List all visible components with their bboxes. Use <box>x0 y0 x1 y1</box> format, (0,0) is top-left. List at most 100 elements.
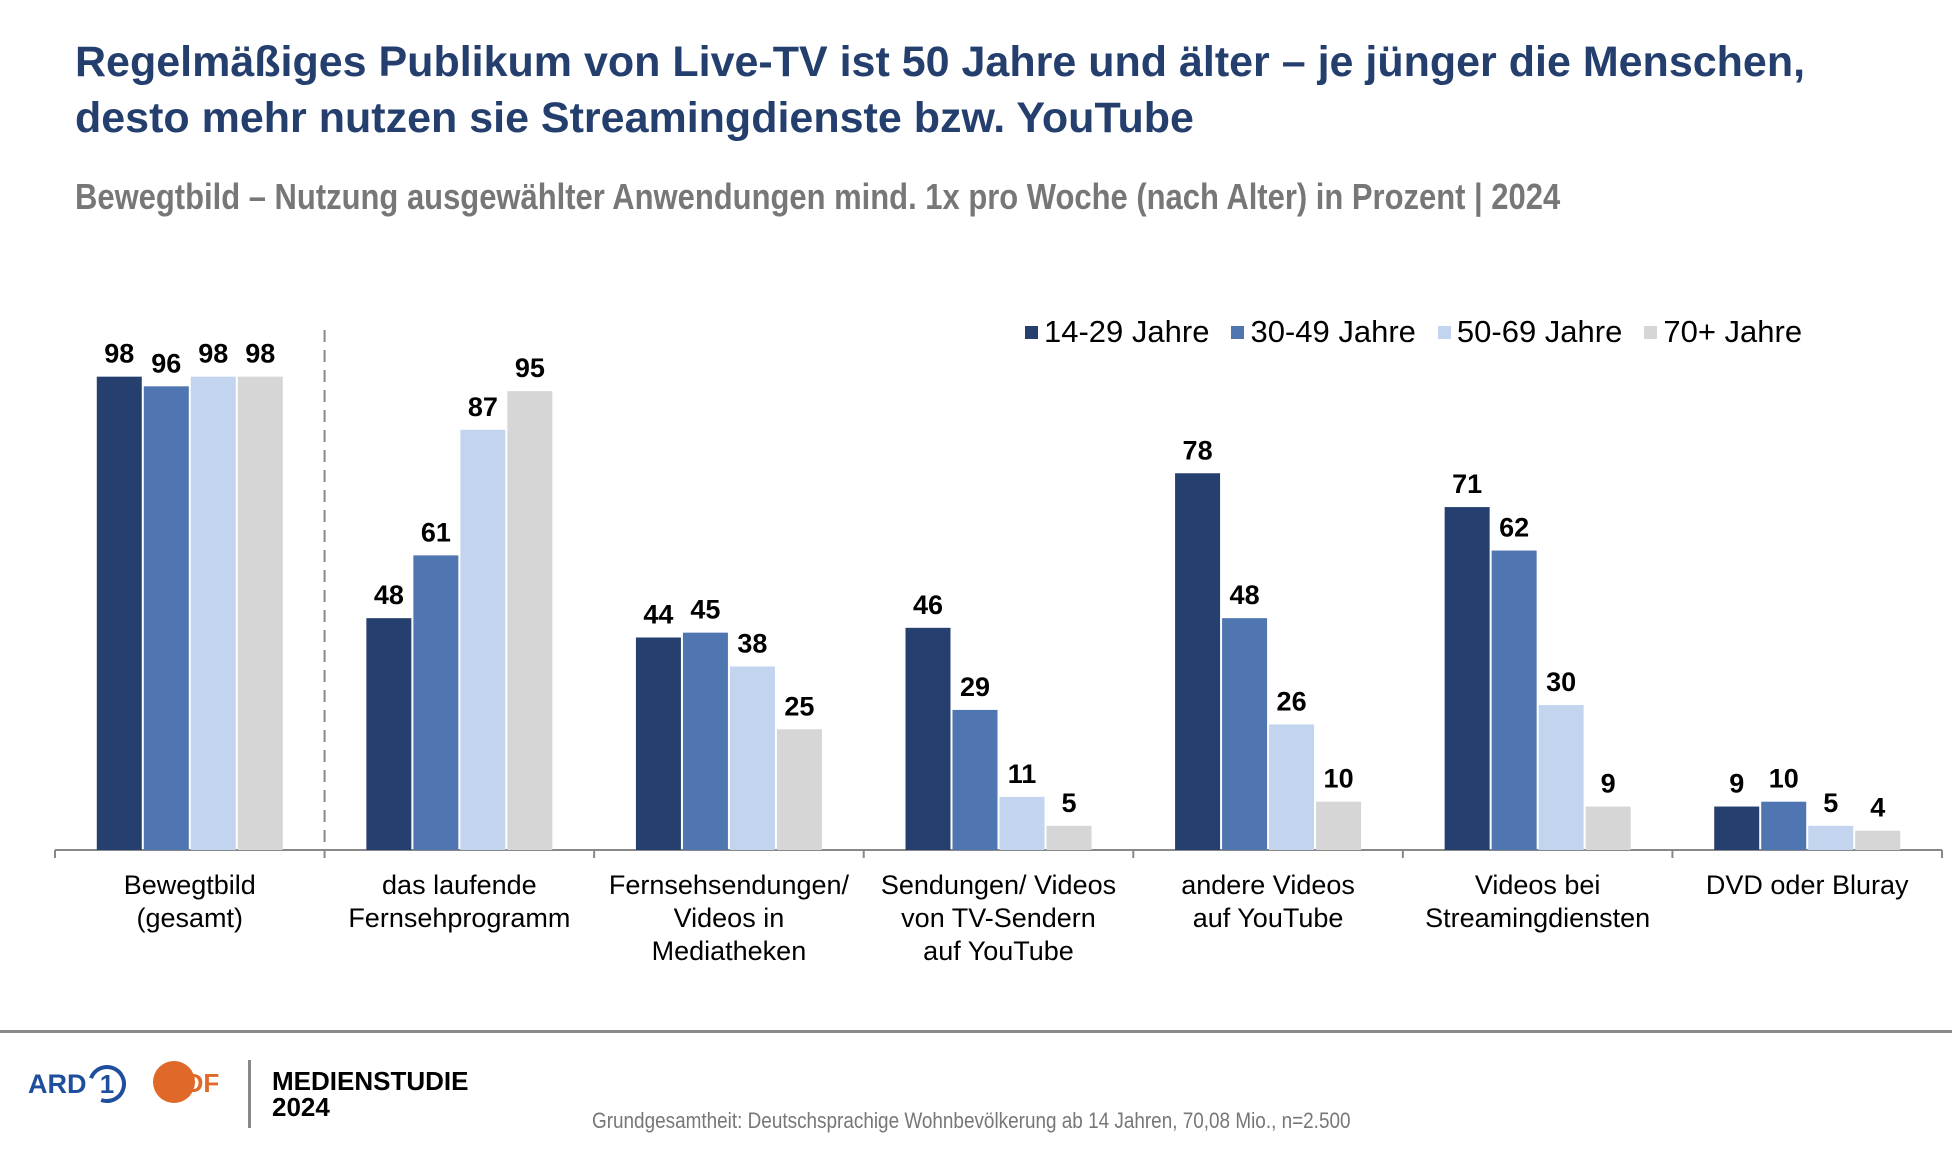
bar <box>1855 830 1901 850</box>
data-label: 9 <box>1729 769 1744 799</box>
study-year: 2024 <box>272 1092 330 1122</box>
bar <box>729 666 775 850</box>
x-tick-label: Mediatheken <box>652 936 807 966</box>
legend-label: 14-29 Jahre <box>1044 314 1210 349</box>
data-label: 25 <box>784 691 814 721</box>
data-label: 48 <box>374 580 404 610</box>
data-label: 95 <box>515 353 545 383</box>
bar <box>1714 806 1760 850</box>
data-label: 98 <box>245 339 275 369</box>
bar <box>96 376 142 850</box>
x-tick-label: Videos bei <box>1475 870 1601 900</box>
bar <box>143 386 189 850</box>
bar <box>1316 801 1362 850</box>
ard-number: 1 <box>99 1069 113 1099</box>
bar <box>1538 705 1584 850</box>
bar <box>460 429 506 850</box>
data-label: 10 <box>1324 764 1354 794</box>
bar <box>1222 618 1268 850</box>
bar <box>1444 507 1490 850</box>
zdf-logo-icon: ZDF <box>153 1061 220 1103</box>
x-tick-label: (gesamt) <box>137 903 244 933</box>
ard-one-icon: 1 <box>87 1065 126 1103</box>
study-brand: MEDIENSTUDIE 2024 <box>272 1068 468 1120</box>
footer-divider <box>0 1030 1952 1033</box>
bar <box>1269 724 1315 850</box>
zdf-logo: ZDF <box>152 1060 232 1109</box>
zdf-logo-text: ZDF <box>169 1068 220 1098</box>
legend-swatch <box>1437 325 1451 339</box>
page-title: Regelmäßiges Publikum von Live-TV ist 50… <box>75 38 1806 142</box>
x-tick-label: von TV-Sendern <box>901 903 1096 933</box>
x-tick-label: Sendungen/ Videos <box>881 870 1116 900</box>
data-label: 48 <box>1230 580 1260 610</box>
bar <box>682 632 728 850</box>
legend-swatch <box>1025 325 1038 339</box>
bar <box>190 376 236 850</box>
bar <box>999 796 1045 850</box>
data-label: 78 <box>1183 435 1213 465</box>
data-label: 44 <box>643 599 673 629</box>
bar <box>237 376 283 850</box>
bar <box>1585 806 1631 850</box>
data-label: 87 <box>468 392 498 422</box>
x-tick-label: Videos in <box>674 903 785 933</box>
data-label: 5 <box>1823 788 1838 818</box>
x-tick-label: andere Videos <box>1181 870 1355 900</box>
bar <box>366 618 412 850</box>
bar <box>507 391 553 850</box>
data-label: 29 <box>960 672 990 702</box>
x-tick-label: auf YouTube <box>923 936 1074 966</box>
x-tick-label: das laufende <box>382 870 537 900</box>
chart-subtitle: Bewegtbild – Nutzung ausgewählter Anwend… <box>75 176 1561 217</box>
bar <box>776 729 822 850</box>
data-label: 71 <box>1452 469 1482 499</box>
data-label: 11 <box>1008 759 1037 789</box>
legend-label: 30-49 Jahre <box>1250 314 1416 349</box>
chart-legend: 14-29 Jahre 30-49 Jahre 50-69 Jahre 70+ … <box>1025 314 1802 350</box>
legend-label: 50-69 Jahre <box>1456 314 1623 349</box>
data-label: 30 <box>1546 667 1576 697</box>
data-label: 38 <box>737 628 767 658</box>
bar <box>905 627 951 850</box>
data-label: 10 <box>1769 764 1799 794</box>
legend-label: 70+ Jahre <box>1663 314 1803 349</box>
ard-logo: ARD 1 <box>28 1064 127 1104</box>
legend-item-50-69: 50-69 Jahre <box>1437 314 1623 350</box>
x-tick-label: Streamingdiensten <box>1425 903 1650 933</box>
data-label: 61 <box>421 517 451 547</box>
data-label: 98 <box>198 339 228 369</box>
ard-logo-text: ARD <box>28 1068 87 1099</box>
bar <box>1808 825 1854 850</box>
legend-swatch <box>1644 325 1658 339</box>
legend-swatch <box>1231 325 1245 339</box>
data-label: 62 <box>1499 513 1529 543</box>
data-label: 96 <box>151 348 181 378</box>
data-label: 46 <box>913 590 943 620</box>
x-tick-label: DVD oder Bluray <box>1706 870 1909 900</box>
legend-item-70-plus: 70+ Jahre <box>1644 314 1802 350</box>
bar <box>1046 825 1092 850</box>
data-label: 5 <box>1061 788 1076 818</box>
data-label: 45 <box>690 595 720 625</box>
data-label: 4 <box>1870 793 1885 823</box>
bar <box>635 637 681 850</box>
bar <box>413 555 459 850</box>
x-tick-label: auf YouTube <box>1193 903 1344 933</box>
bar <box>952 709 998 850</box>
legend-item-14-29: 14-29 Jahre <box>1025 314 1209 350</box>
logo-separator <box>248 1060 251 1128</box>
bar <box>1491 550 1537 850</box>
footnote: Grundgesamtheit: Deutschsprachige Wohnbe… <box>592 1108 1351 1133</box>
x-tick-label: Fernsehprogramm <box>348 903 570 933</box>
x-tick-label: Fernsehsendungen/ <box>609 870 850 900</box>
bar <box>1761 801 1807 850</box>
study-name: MEDIENSTUDIE <box>272 1066 469 1096</box>
data-label: 26 <box>1277 686 1307 716</box>
bar <box>1175 473 1221 850</box>
data-label: 9 <box>1601 769 1616 799</box>
x-tick-label: Bewegtbild <box>124 870 256 900</box>
data-label: 98 <box>104 339 134 369</box>
legend-item-30-49: 30-49 Jahre <box>1231 314 1416 350</box>
